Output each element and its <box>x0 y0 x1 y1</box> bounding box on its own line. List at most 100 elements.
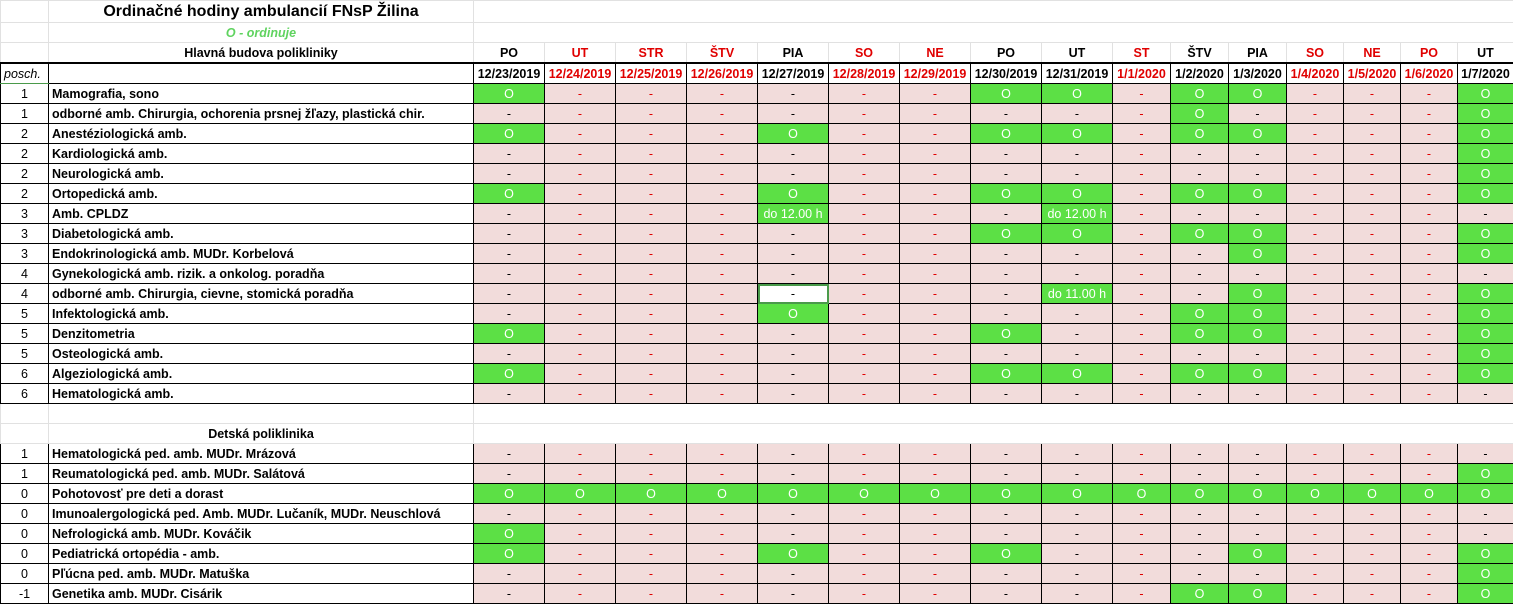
schedule-cell[interactable]: - <box>1400 323 1458 344</box>
schedule-cell[interactable]: - <box>686 343 758 364</box>
schedule-cell[interactable]: - <box>1400 163 1458 184</box>
schedule-cell[interactable]: - <box>1286 503 1344 524</box>
schedule-cell[interactable]: - <box>1112 283 1171 304</box>
schedule-cell[interactable]: - <box>828 283 900 304</box>
clinic-name[interactable]: Anestéziologická amb. <box>48 123 474 144</box>
schedule-cell[interactable]: - <box>899 363 971 384</box>
schedule-cell[interactable]: - <box>544 163 616 184</box>
schedule-cell[interactable]: - <box>473 103 545 124</box>
schedule-cell[interactable]: O <box>1228 223 1287 244</box>
schedule-cell[interactable]: - <box>1170 263 1229 284</box>
schedule-cell[interactable]: - <box>828 303 900 324</box>
schedule-cell[interactable]: - <box>544 223 616 244</box>
schedule-cell[interactable]: - <box>1343 563 1401 584</box>
schedule-cell[interactable]: - <box>970 163 1042 184</box>
schedule-cell[interactable]: - <box>544 343 616 364</box>
posch-cell[interactable]: 5 <box>0 303 49 324</box>
schedule-cell[interactable]: - <box>686 303 758 324</box>
date-header[interactable]: 1/6/2020 <box>1400 62 1458 84</box>
schedule-cell[interactable]: O <box>1228 323 1287 344</box>
schedule-cell[interactable]: O <box>970 183 1042 204</box>
schedule-cell[interactable]: - <box>757 283 829 304</box>
schedule-cell[interactable]: - <box>1286 343 1344 364</box>
schedule-cell[interactable]: - <box>1457 503 1513 524</box>
schedule-cell[interactable]: O <box>1170 303 1229 324</box>
schedule-cell[interactable]: - <box>686 83 758 104</box>
clinic-name[interactable]: Endokrinologická amb. MUDr. Korbelová <box>48 243 474 264</box>
schedule-cell[interactable]: - <box>1343 343 1401 364</box>
schedule-cell[interactable]: - <box>899 263 971 284</box>
schedule-cell[interactable]: - <box>970 343 1042 364</box>
schedule-cell[interactable]: - <box>473 563 545 584</box>
schedule-cell[interactable]: O <box>1457 83 1513 104</box>
schedule-cell[interactable]: O <box>1457 223 1513 244</box>
schedule-cell[interactable]: O <box>1457 483 1513 504</box>
schedule-cell[interactable]: - <box>899 103 971 124</box>
schedule-cell[interactable]: - <box>544 503 616 524</box>
schedule-cell[interactable]: - <box>615 263 687 284</box>
schedule-cell[interactable]: - <box>757 503 829 524</box>
schedule-cell[interactable]: - <box>828 463 900 484</box>
posch-cell[interactable]: 0 <box>0 563 49 584</box>
schedule-cell[interactable]: O <box>544 483 616 504</box>
date-header[interactable]: 12/30/2019 <box>970 62 1042 84</box>
schedule-cell[interactable]: - <box>615 523 687 544</box>
schedule-cell[interactable]: - <box>1286 563 1344 584</box>
posch-cell[interactable]: 1 <box>0 463 49 484</box>
posch-cell[interactable]: -1 <box>0 583 49 604</box>
clinic-name[interactable]: Denzitometria <box>48 323 474 344</box>
schedule-cell[interactable]: - <box>1112 383 1171 404</box>
schedule-cell[interactable]: - <box>1343 383 1401 404</box>
schedule-cell[interactable]: - <box>1112 443 1171 464</box>
schedule-cell[interactable]: - <box>1400 83 1458 104</box>
sheet-title[interactable]: Ordinačné hodiny ambulancií FNsP Žilina <box>48 0 474 23</box>
schedule-cell[interactable]: O <box>1457 163 1513 184</box>
schedule-cell[interactable]: - <box>1343 163 1401 184</box>
schedule-cell[interactable]: - <box>1400 203 1458 224</box>
schedule-cell[interactable]: - <box>1112 183 1171 204</box>
day-header[interactable]: STR <box>615 42 687 64</box>
day-header[interactable]: PIA <box>757 42 829 64</box>
schedule-cell[interactable]: - <box>1041 323 1113 344</box>
schedule-cell[interactable]: O <box>970 123 1042 144</box>
schedule-cell[interactable]: - <box>757 343 829 364</box>
schedule-cell[interactable]: - <box>1228 523 1287 544</box>
schedule-cell[interactable]: - <box>544 583 616 604</box>
schedule-cell[interactable]: - <box>757 323 829 344</box>
schedule-cell[interactable]: - <box>686 463 758 484</box>
schedule-cell[interactable]: O <box>1228 123 1287 144</box>
clinic-name[interactable]: Kardiologická amb. <box>48 143 474 164</box>
schedule-cell[interactable]: - <box>899 183 971 204</box>
schedule-cell[interactable]: O <box>1457 463 1513 484</box>
schedule-cell[interactable]: - <box>1286 523 1344 544</box>
schedule-cell[interactable]: - <box>757 383 829 404</box>
day-header[interactable]: ŠTV <box>1170 42 1229 64</box>
schedule-cell[interactable]: - <box>828 383 900 404</box>
clinic-name[interactable]: Osteologická amb. <box>48 343 474 364</box>
date-header[interactable]: 1/3/2020 <box>1228 62 1287 84</box>
schedule-cell[interactable]: - <box>970 443 1042 464</box>
schedule-cell[interactable]: - <box>1112 363 1171 384</box>
schedule-cell[interactable]: - <box>1041 263 1113 284</box>
schedule-cell[interactable]: O <box>1041 223 1113 244</box>
schedule-cell[interactable]: - <box>970 143 1042 164</box>
schedule-cell[interactable]: - <box>615 103 687 124</box>
clinic-name[interactable]: Ortopedická amb. <box>48 183 474 204</box>
day-header[interactable]: SO <box>828 42 900 64</box>
schedule-cell[interactable]: - <box>899 463 971 484</box>
section-kids-title[interactable]: Detská poliklinika <box>48 423 474 444</box>
schedule-cell[interactable]: - <box>757 463 829 484</box>
schedule-cell[interactable]: - <box>757 243 829 264</box>
schedule-cell[interactable]: - <box>1343 243 1401 264</box>
schedule-cell[interactable]: - <box>899 283 971 304</box>
schedule-cell[interactable]: - <box>1041 583 1113 604</box>
clinic-name[interactable]: Imunoalergologická ped. Amb. MUDr. Lučan… <box>48 503 474 524</box>
schedule-cell[interactable]: - <box>1286 203 1344 224</box>
schedule-cell[interactable]: - <box>970 303 1042 324</box>
schedule-cell[interactable]: - <box>828 583 900 604</box>
schedule-cell[interactable]: O <box>1457 323 1513 344</box>
schedule-cell[interactable]: - <box>1400 243 1458 264</box>
schedule-cell[interactable]: - <box>1170 383 1229 404</box>
schedule-cell[interactable]: - <box>1400 463 1458 484</box>
posch-cell[interactable]: 0 <box>0 543 49 564</box>
